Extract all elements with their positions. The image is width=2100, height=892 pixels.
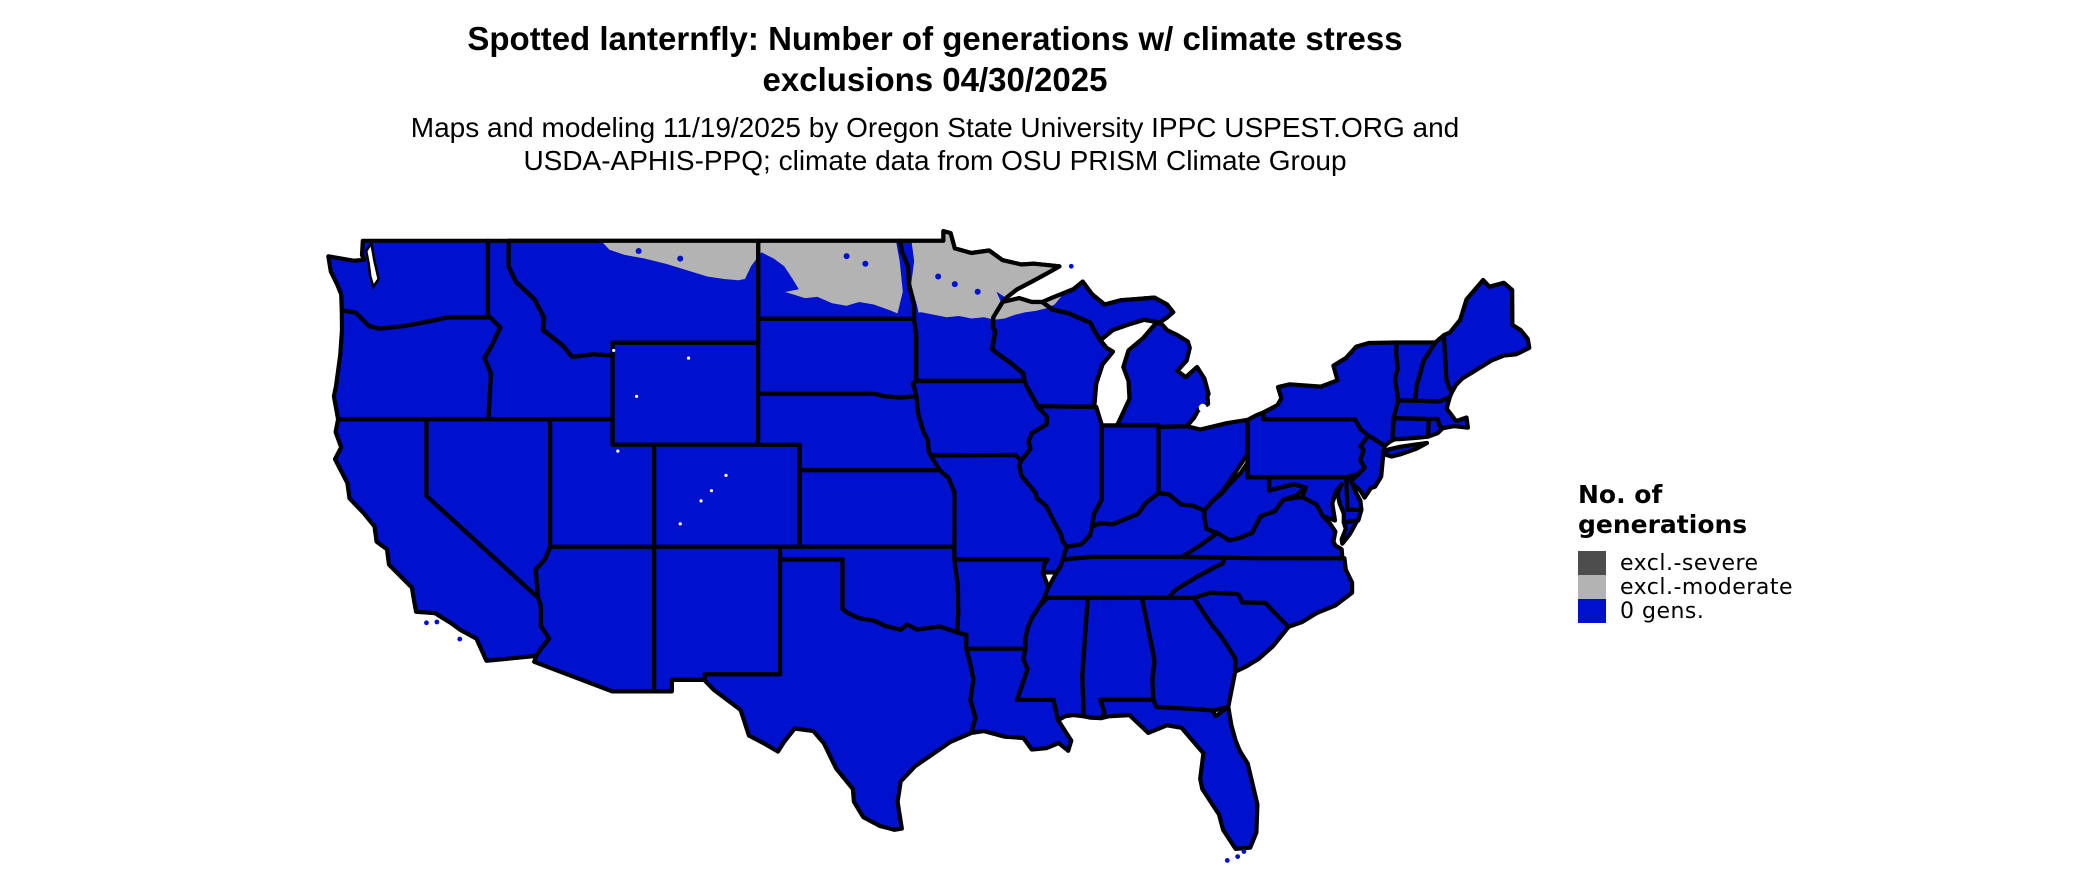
state-sd <box>756 316 919 400</box>
puget-sound <box>364 240 380 290</box>
lake-st-clair <box>1198 403 1207 412</box>
map-subtitle: Maps and modeling 11/19/2025 by Oregon S… <box>0 111 1870 177</box>
legend-swatch <box>1578 551 1606 575</box>
blue-speck <box>862 260 869 267</box>
north-borders-layer <box>506 229 1176 409</box>
legend-title-line1: No. of <box>1578 480 1663 509</box>
legend-swatch <box>1578 599 1606 623</box>
blue-speck <box>974 288 981 295</box>
state-ks <box>797 468 957 549</box>
island-dot <box>1241 849 1247 854</box>
state-ia <box>911 378 1050 463</box>
island-dot <box>457 636 463 642</box>
map-title-line2: exclusions 04/30/2025 <box>762 61 1108 99</box>
high-elevation-speck <box>724 473 728 477</box>
high-elevation-speck <box>699 499 703 503</box>
high-elevation-speck <box>678 522 682 526</box>
state-wy <box>610 340 761 447</box>
state-or <box>331 308 503 422</box>
header: Spotted lanternfly: Number of generation… <box>0 18 1870 177</box>
map-subtitle-line2: USDA-APHIS-PPQ; climate data from OSU PR… <box>523 144 1347 176</box>
legend-label: excl.-moderate <box>1620 574 1793 600</box>
state-milp <box>1114 320 1211 429</box>
island-dot <box>1235 854 1241 859</box>
blue-speck <box>935 273 942 280</box>
state-co <box>652 442 802 549</box>
legend-item: excl.-moderate <box>1578 574 1793 600</box>
state-border-mt <box>506 238 761 359</box>
legend-item: 0 gens. <box>1578 598 1793 624</box>
exclusion-moderate-polygon <box>599 231 1061 320</box>
legend-title: No. of generations <box>1578 480 1793 539</box>
island-dot <box>1224 858 1230 863</box>
state-tx <box>702 557 978 832</box>
us-choropleth-map <box>326 229 1532 863</box>
legend-label: 0 gens. <box>1620 598 1705 624</box>
blue-speck <box>843 253 850 260</box>
state-nm <box>652 544 783 694</box>
high-elevation-speck <box>686 356 691 360</box>
blue-speck <box>677 255 684 262</box>
state-ct <box>1390 415 1432 442</box>
state-border-miup <box>1040 279 1176 343</box>
legend-title-line2: generations <box>1578 509 1748 539</box>
map-subtitle-line1: Maps and modeling 11/19/2025 by Oregon S… <box>410 111 1460 143</box>
high-elevation-speck <box>634 394 639 398</box>
island-dot <box>1068 263 1074 269</box>
map-title-line1: Spotted lanternfly: Number of generation… <box>467 20 1403 57</box>
high-elevation-speck <box>612 348 616 353</box>
map-title: Spotted lanternfly: Number of generation… <box>0 18 1870 101</box>
legend-item: excl.-severe <box>1578 550 1793 576</box>
legend: No. of generations excl.-severe excl.-mod… <box>1578 480 1793 624</box>
island-dot <box>434 619 440 625</box>
state-li <box>1380 440 1430 459</box>
state-pa <box>1245 410 1371 480</box>
states-layer <box>326 229 1532 852</box>
state-az <box>532 544 657 694</box>
state-me <box>1441 277 1532 395</box>
legend-swatch <box>1578 575 1606 599</box>
state-fl <box>1098 697 1260 852</box>
legend-label: excl.-severe <box>1620 550 1759 576</box>
high-elevation-speck <box>616 449 620 453</box>
state-vae <box>1339 518 1360 546</box>
legend-items: excl.-severe excl.-moderate 0 gens. <box>1578 550 1793 624</box>
island-dot <box>424 620 429 626</box>
blue-speck <box>951 281 958 288</box>
state-nc <box>1166 555 1355 629</box>
high-elevation-speck <box>709 489 714 493</box>
blue-speck <box>635 247 642 254</box>
